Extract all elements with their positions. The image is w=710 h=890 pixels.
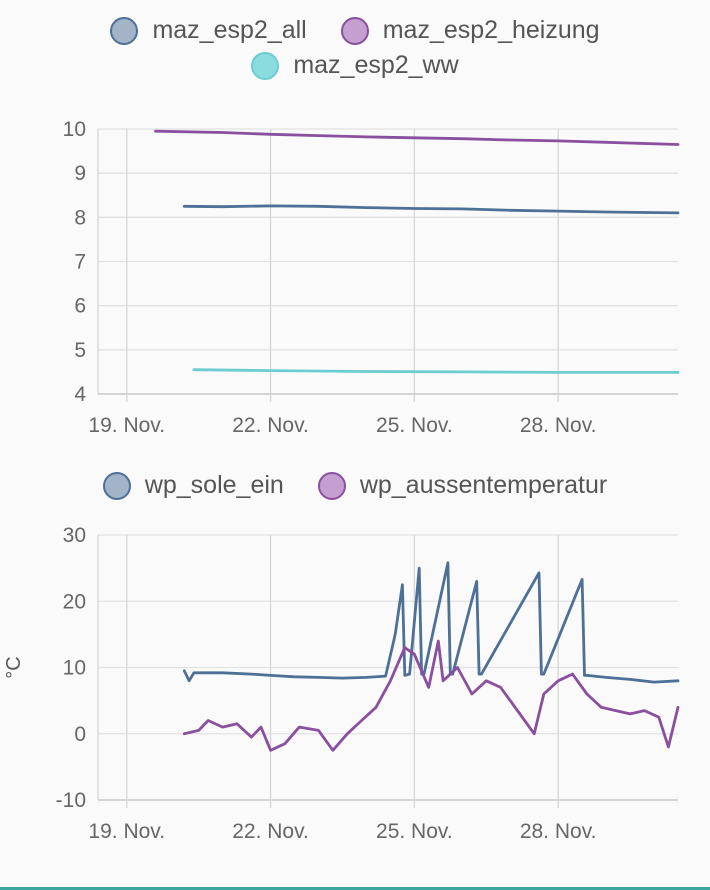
chart-1-ytick-6: 6	[74, 295, 86, 318]
series-line-wp-sole-ein[interactable]	[182, 561, 680, 684]
chart-1-ytick-8: 8	[74, 206, 86, 229]
chart-2-legend: wp_sole_ein wp_aussentemperatur	[0, 471, 710, 500]
legend-swatch-maz-esp2-heizung	[340, 16, 369, 45]
chart-1-ytick-9: 9	[74, 162, 86, 185]
legend-label-wp-aussentemperatur: wp_aussentemperatur	[359, 471, 608, 499]
chart-1-xtick-2: 25. Nov.	[376, 414, 453, 437]
legend-item-maz-esp2-all[interactable]: maz_esp2_all	[110, 16, 307, 45]
series-line-maz-esp2-heizung[interactable]	[154, 129, 680, 146]
chart-1-ytick-10: 10	[63, 118, 86, 141]
chart-1-ytick-4: 4	[74, 383, 86, 406]
legend-item-maz-esp2-heizung[interactable]: maz_esp2_heizung	[340, 16, 600, 45]
legend-label-maz-esp2-ww: maz_esp2_ww	[293, 51, 459, 79]
chart-2-xtick-2: 25. Nov.	[376, 820, 453, 843]
series-line-maz-esp2-all[interactable]	[182, 204, 680, 215]
chart-2-xtick-1: 22. Nov.	[232, 820, 309, 843]
legend-label-maz-esp2-all: maz_esp2_all	[152, 16, 307, 44]
chart-2-xtick-0: 19. Nov.	[88, 820, 165, 843]
legend-label-wp-sole-ein: wp_sole_ein	[144, 471, 284, 499]
chart-2-ylabel: °C	[3, 656, 25, 678]
legend-swatch-wp-sole-ein	[102, 471, 131, 500]
legend-swatch-wp-aussentemperatur	[317, 471, 346, 500]
chart-1-container: maz_esp2_all maz_esp2_heizung maz_esp2_w…	[0, 16, 710, 437]
legend-label-maz-esp2-heizung: maz_esp2_heizung	[382, 16, 600, 44]
bottom-divider	[0, 887, 710, 890]
chart-2-xtick-3: 28. Nov.	[520, 820, 597, 843]
legend-swatch-maz-esp2-all	[110, 16, 139, 45]
chart-1-xtick-1: 22. Nov.	[232, 414, 309, 437]
chart-2-ytick-20: 20	[63, 590, 86, 613]
chart-2-container: wp_sole_ein wp_aussentemperatur -10 0 10 20…	[0, 455, 710, 880]
chart-1-xtick-0: 19. Nov.	[88, 414, 165, 437]
series-line-maz-esp2-ww[interactable]	[192, 368, 680, 374]
chart-1-legend: maz_esp2_all maz_esp2_heizung maz_esp2_w…	[0, 16, 710, 80]
chart-2-ytick-0: 0	[74, 723, 86, 746]
legend-item-wp-sole-ein[interactable]: wp_sole_ein	[102, 471, 284, 500]
chart-1-plot: 4 5 6 7 8 9 10 19. Nov. 22. Nov. 25. Nov. 28. Nov.	[63, 118, 680, 437]
chart-2-ytick--10: -10	[56, 789, 86, 812]
legend-item-maz-esp2-ww[interactable]: maz_esp2_ww	[251, 51, 459, 80]
legend-swatch-maz-esp2-ww	[251, 51, 280, 80]
legend-item-wp-aussentemperatur[interactable]: wp_aussentemperatur	[317, 471, 608, 500]
chart-1-ytick-7: 7	[74, 251, 86, 274]
chart-1-ytick-5: 5	[74, 339, 86, 362]
chart-1-xtick-3: 28. Nov.	[520, 414, 597, 437]
series-line-wp-aussentemperatur[interactable]	[182, 639, 680, 752]
chart-2-plot: -10 0 10 20 30 19. Nov. 22. Nov. 25. Nov. 28. No…	[3, 524, 680, 843]
chart-2-ytick-10: 10	[63, 657, 86, 680]
chart-2-ytick-30: 30	[63, 524, 86, 547]
